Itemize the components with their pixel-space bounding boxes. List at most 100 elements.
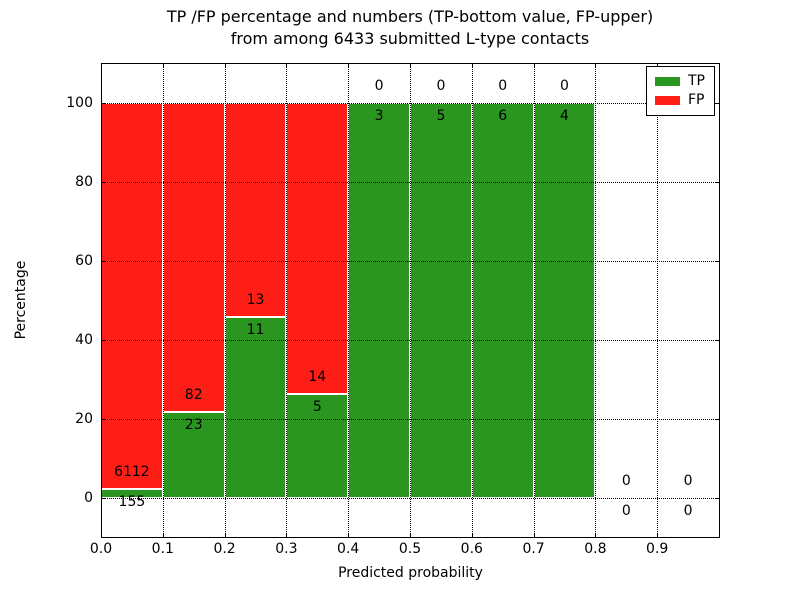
tp-count-label: 5 (312, 399, 322, 416)
x-tick-mark (657, 533, 659, 538)
tp-count-label: 23 (184, 416, 203, 433)
bar-segment-tp (533, 102, 596, 499)
x-tick-mark (533, 533, 535, 538)
x-tick-mark (657, 63, 659, 68)
fp-color-swatch (655, 96, 680, 105)
chart-title-line1: TP /FP percentage and numbers (TP-bottom… (166, 7, 654, 26)
bar-segment-fp (162, 102, 225, 412)
x-tick-mark (101, 63, 102, 68)
y-tick-mark (101, 181, 106, 183)
x-tick-mark (224, 63, 226, 68)
y-tick-label: 60 (75, 252, 93, 269)
grid-line-vertical (286, 63, 288, 538)
y-tick-label: 20 (75, 411, 93, 428)
y-tick-mark (715, 340, 720, 342)
bar-segment-tp (286, 394, 349, 499)
y-tick-mark (715, 260, 720, 262)
grid-line-vertical (224, 63, 226, 538)
fp-count-label: 0 (560, 77, 569, 94)
fp-count-label: 0 (374, 77, 384, 94)
y-tick-mark (101, 260, 106, 262)
x-tick-label: 0.3 (275, 541, 298, 557)
x-tick-mark (348, 533, 350, 538)
chart-title: TP /FP percentage and numbers (TP-bottom… (20, 6, 800, 50)
x-tick-mark (286, 533, 288, 538)
tp-count-label: 3 (374, 107, 384, 124)
tp-count-label: 0 (683, 503, 693, 520)
x-tick-mark (286, 63, 288, 68)
tp-count-label: 5 (436, 107, 446, 124)
legend-label-fp: FP (688, 92, 705, 108)
y-tick-label: 40 (75, 332, 93, 349)
x-tick-mark (162, 63, 164, 68)
fp-count-label: 14 (308, 369, 327, 386)
x-tick-mark (224, 533, 226, 538)
x-tick-mark (410, 63, 411, 68)
legend-row-fp: FP (655, 91, 714, 110)
tp-count-label: 4 (560, 107, 569, 124)
plot-area: 0 20 40 60 80 100 6112 155 82 23 13 11 14 5 0 3 0 5 0 6 0 4 0 0… (66, 63, 720, 538)
x-tick-mark (101, 533, 102, 538)
tp-count-label: 0 (621, 503, 631, 520)
x-tick-label: 0.4 (337, 541, 360, 557)
y-tick-label: 100 (66, 94, 93, 111)
x-tick-mark (410, 533, 411, 538)
fp-count-label: 0 (683, 473, 693, 490)
y-tick-mark (101, 419, 106, 421)
y-axis-label: Percentage (13, 260, 29, 340)
x-tick-mark (348, 63, 350, 68)
fp-count-label: 0 (621, 473, 631, 490)
x-tick-label: 0.8 (584, 541, 607, 557)
x-tick-mark (162, 533, 164, 538)
bar-segment-tp (224, 317, 287, 499)
grid-line-vertical (471, 63, 473, 538)
bar-segment-tp (471, 102, 534, 499)
grid-line-vertical (533, 63, 535, 538)
legend-label-tp: TP (688, 73, 705, 89)
fp-count-label: 6112 (114, 463, 150, 480)
bar-segment-tp (410, 102, 472, 499)
y-tick-mark (101, 340, 106, 342)
x-tick-mark (595, 63, 597, 68)
grid-line-vertical (162, 63, 164, 538)
bar-segment-fp (224, 102, 287, 317)
x-tick-label: 0.0 (89, 541, 113, 557)
x-tick-label: 0.5 (398, 541, 422, 557)
x-axis-label: Predicted probability (338, 565, 483, 581)
bar-segment-fp (101, 102, 163, 489)
fp-count-label: 0 (436, 77, 446, 94)
x-tick-label: 0.7 (522, 541, 545, 557)
y-tick-mark (715, 181, 720, 183)
x-tick-mark (533, 63, 535, 68)
x-tick-label: 0.2 (213, 541, 236, 557)
y-tick-mark (715, 102, 720, 104)
grid-line-vertical (348, 63, 350, 538)
y-tick-mark (715, 498, 720, 500)
x-tick-mark (471, 63, 473, 68)
fp-count-label: 13 (246, 292, 265, 308)
fp-count-label: 0 (498, 77, 508, 94)
grid-line-vertical (410, 63, 411, 538)
tp-count-label: 155 (118, 493, 146, 510)
x-tick-mark (595, 533, 597, 538)
x-tick-label: 0.6 (460, 541, 483, 557)
chart-title-line2: from among 6433 submitted L-type contact… (230, 29, 590, 48)
bar-segment-fp (286, 102, 349, 395)
y-tick-label: 80 (75, 173, 93, 190)
tp-color-swatch (655, 77, 680, 86)
x-tick-label: 0.9 (646, 541, 669, 557)
grid-line-vertical (657, 63, 659, 538)
y-tick-mark (101, 102, 106, 104)
legend: TP FP (646, 66, 715, 116)
bar-segment-tp (348, 102, 410, 499)
x-tick-mark (471, 533, 473, 538)
y-tick-label: 0 (84, 490, 93, 507)
y-tick-mark (101, 498, 106, 500)
x-tick-label: 0.1 (151, 541, 174, 557)
legend-row-tp: TP (655, 72, 714, 91)
fp-count-label: 82 (184, 386, 203, 403)
y-tick-mark (715, 419, 720, 421)
tp-count-label: 11 (246, 322, 265, 338)
tp-count-label: 6 (498, 107, 508, 124)
